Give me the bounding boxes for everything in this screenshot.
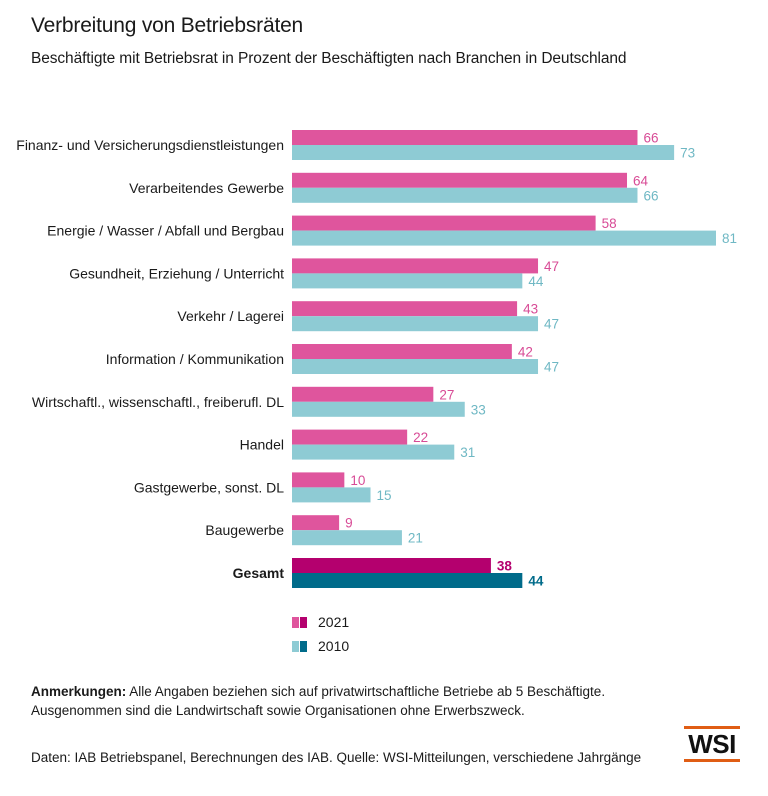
legend-label-2010: 2010 (318, 638, 349, 654)
bar-2021 (292, 386, 434, 402)
value-label-2010: 47 (544, 317, 559, 332)
category-label: Verkehr / Lagerei (177, 308, 284, 324)
value-label-2010: 31 (460, 445, 475, 460)
wsi-logo: WSI (684, 726, 740, 764)
category-label: Finanz- und Versicherungsdienstleistunge… (16, 137, 284, 153)
notes-label: Anmerkungen: (31, 684, 127, 699)
value-label-2021: 42 (518, 345, 533, 360)
value-label-2021: 66 (643, 131, 658, 146)
value-label-2010: 66 (643, 188, 658, 203)
source-text: Daten: IAB Betriebspanel, Berechnungen d… (31, 750, 642, 765)
logo-bar-bottom (684, 759, 740, 762)
bar-2010 (292, 530, 402, 546)
bar-2010 (292, 273, 523, 289)
category-label: Energie / Wasser / Abfall und Bergbau (47, 223, 284, 239)
category-label: Gastgewerbe, sonst. DL (134, 479, 284, 495)
legend-label-2021: 2021 (318, 614, 349, 630)
notes: Anmerkungen: Alle Angaben beziehen sich … (31, 682, 671, 720)
category-label: Wirtschaftl., wissenschaftl., freiberufl… (32, 394, 284, 410)
value-label-2021: 43 (523, 302, 538, 317)
bar-2021 (292, 515, 340, 531)
value-label-2010: 81 (722, 231, 737, 246)
value-label-2021: 47 (544, 259, 559, 274)
bar-2010 (292, 359, 539, 374)
value-label-2010: 15 (377, 488, 392, 503)
chart-subtitle: Beschäftigte mit Betriebsrat in Prozent … (31, 50, 627, 67)
value-label-2010: 21 (408, 531, 423, 546)
bar-2010 (292, 487, 371, 503)
bar-2021 (292, 558, 491, 573)
value-label-2010: 33 (471, 402, 486, 417)
bar-2021 (292, 472, 345, 488)
value-label-2021: 10 (350, 473, 365, 488)
bar-2021 (292, 215, 596, 231)
value-label-2021: 22 (413, 430, 428, 445)
bar-2021 (292, 258, 539, 274)
value-label-2010: 44 (528, 574, 544, 589)
value-label-2010: 47 (544, 360, 559, 375)
legend-swatch-highlight-2010 (300, 641, 307, 652)
value-label-2021: 38 (497, 559, 513, 574)
bar-2010 (292, 444, 455, 460)
legend-swatch-2021 (292, 617, 299, 628)
bar-2010 (292, 187, 638, 203)
bar-2010 (292, 230, 716, 246)
bar-2021 (292, 301, 518, 317)
notes-line-1: Alle Angaben beziehen sich auf privatwir… (129, 684, 606, 699)
value-label-2021: 64 (633, 173, 649, 188)
bar-2021 (292, 172, 628, 188)
category-label: Verarbeitendes Gewerbe (129, 180, 284, 196)
value-label-2021: 27 (439, 387, 454, 402)
logo-text: WSI (688, 729, 736, 759)
bar-2010 (292, 316, 539, 332)
bar-2010 (292, 401, 465, 417)
logo-bar-top (684, 726, 740, 729)
legend-swatch-2010 (292, 641, 299, 652)
bar-2021 (292, 130, 638, 145)
category-label: Gesundheit, Erziehung / Unterricht (69, 265, 284, 281)
category-label: Handel (240, 437, 284, 453)
category-label: Baugewerbe (205, 522, 284, 538)
value-label-2021: 9 (345, 516, 353, 531)
chart-title: Verbreitung von Betriebsräten (31, 14, 304, 37)
bar-2010 (292, 145, 675, 160)
value-label-2010: 44 (528, 274, 544, 289)
value-label-2010: 73 (680, 146, 695, 161)
bar-2021 (292, 344, 512, 359)
category-label: Information / Kommunikation (106, 351, 284, 367)
bar-chart: Finanz- und Versicherungsdienstleistunge… (16, 130, 737, 654)
notes-line-2: Ausgenommen sind die Landwirtschaft sowi… (31, 703, 525, 718)
value-label-2021: 58 (602, 216, 617, 231)
bar-2021 (292, 429, 408, 445)
bar-2010 (292, 573, 523, 588)
legend-swatch-highlight-2021 (300, 617, 307, 628)
category-label: Gesamt (233, 565, 285, 581)
